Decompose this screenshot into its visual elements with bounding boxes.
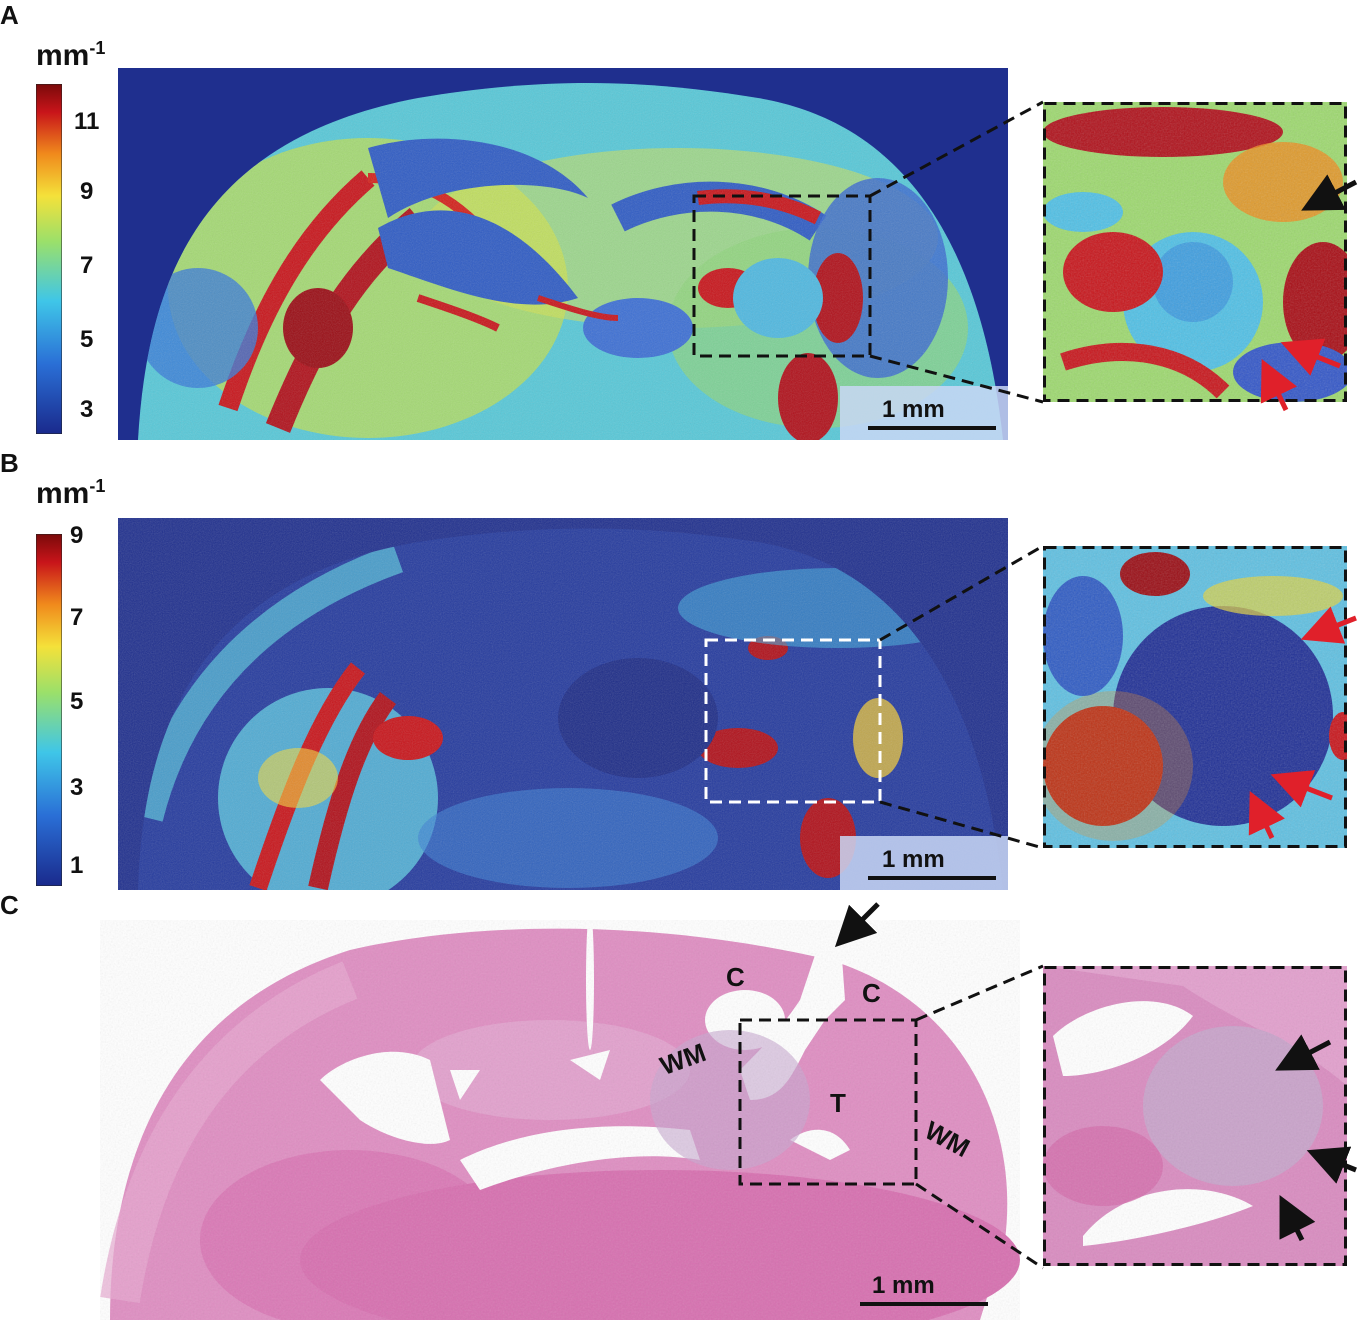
panel-a-unit: mm-1 <box>36 38 105 73</box>
panel-c-label: C <box>0 890 19 920</box>
panel-a-tick-3: 5 <box>80 326 94 353</box>
panel-c-scale-bar-label: 1 mm <box>872 1272 935 1299</box>
panel-b-tick-4: 1 <box>70 852 84 879</box>
panel-b-red-arrow-2 <box>1270 770 1333 808</box>
panel-a-label: A <box>0 0 19 30</box>
panel-a-inset-arrows <box>1260 174 1358 412</box>
panel-a-tick-2: 7 <box>80 252 94 279</box>
panel-b-tick-2: 5 <box>70 688 84 715</box>
panel-a-red-arrow-1 <box>1280 338 1341 376</box>
panel-b-tick-1: 7 <box>70 604 84 631</box>
panel-a-tick-1: 9 <box>80 178 94 205</box>
panel-b-unit: mm-1 <box>36 476 105 511</box>
panel-b-tick-0: 9 <box>70 522 84 549</box>
panel-c-black-arrow-2 <box>1306 1146 1357 1184</box>
panel-c-black-arrow-1 <box>1275 1034 1332 1071</box>
panel-b-colorbar <box>36 534 62 886</box>
panel-b-unit-text: mm <box>36 477 90 510</box>
panel-b-inset-arrows <box>1248 606 1357 840</box>
panel-a-colorbar <box>36 84 62 434</box>
panel-c-top-arrow <box>834 902 880 948</box>
panel-b-scattering-map <box>118 518 1008 890</box>
panel-c-zoom-inset <box>1043 966 1347 1266</box>
panel-b-unit-exp: -1 <box>89 476 106 496</box>
panel-a-unit-exp: -1 <box>89 38 106 58</box>
region-cortex-left: C <box>726 962 745 992</box>
panel-a-red-arrow-2 <box>1260 358 1297 412</box>
panel-b-red-arrow-3 <box>1248 790 1285 840</box>
region-cortex-right: C <box>862 978 881 1008</box>
panel-a-zoom-inset <box>1043 102 1347 402</box>
panel-a-tick-0: 11 <box>74 108 100 135</box>
panel-c-black-arrow-3 <box>1279 1195 1316 1242</box>
panel-b-red-arrow-1 <box>1300 606 1357 644</box>
panel-a-tick-4: 3 <box>80 396 94 423</box>
panel-a-unit-text: mm <box>36 39 90 72</box>
panel-b-label: B <box>0 448 19 478</box>
panel-b-tick-3: 3 <box>70 774 84 801</box>
panel-b-scale-bar-label: 1 mm <box>882 846 945 873</box>
panel-a-black-arrow <box>1301 174 1358 211</box>
